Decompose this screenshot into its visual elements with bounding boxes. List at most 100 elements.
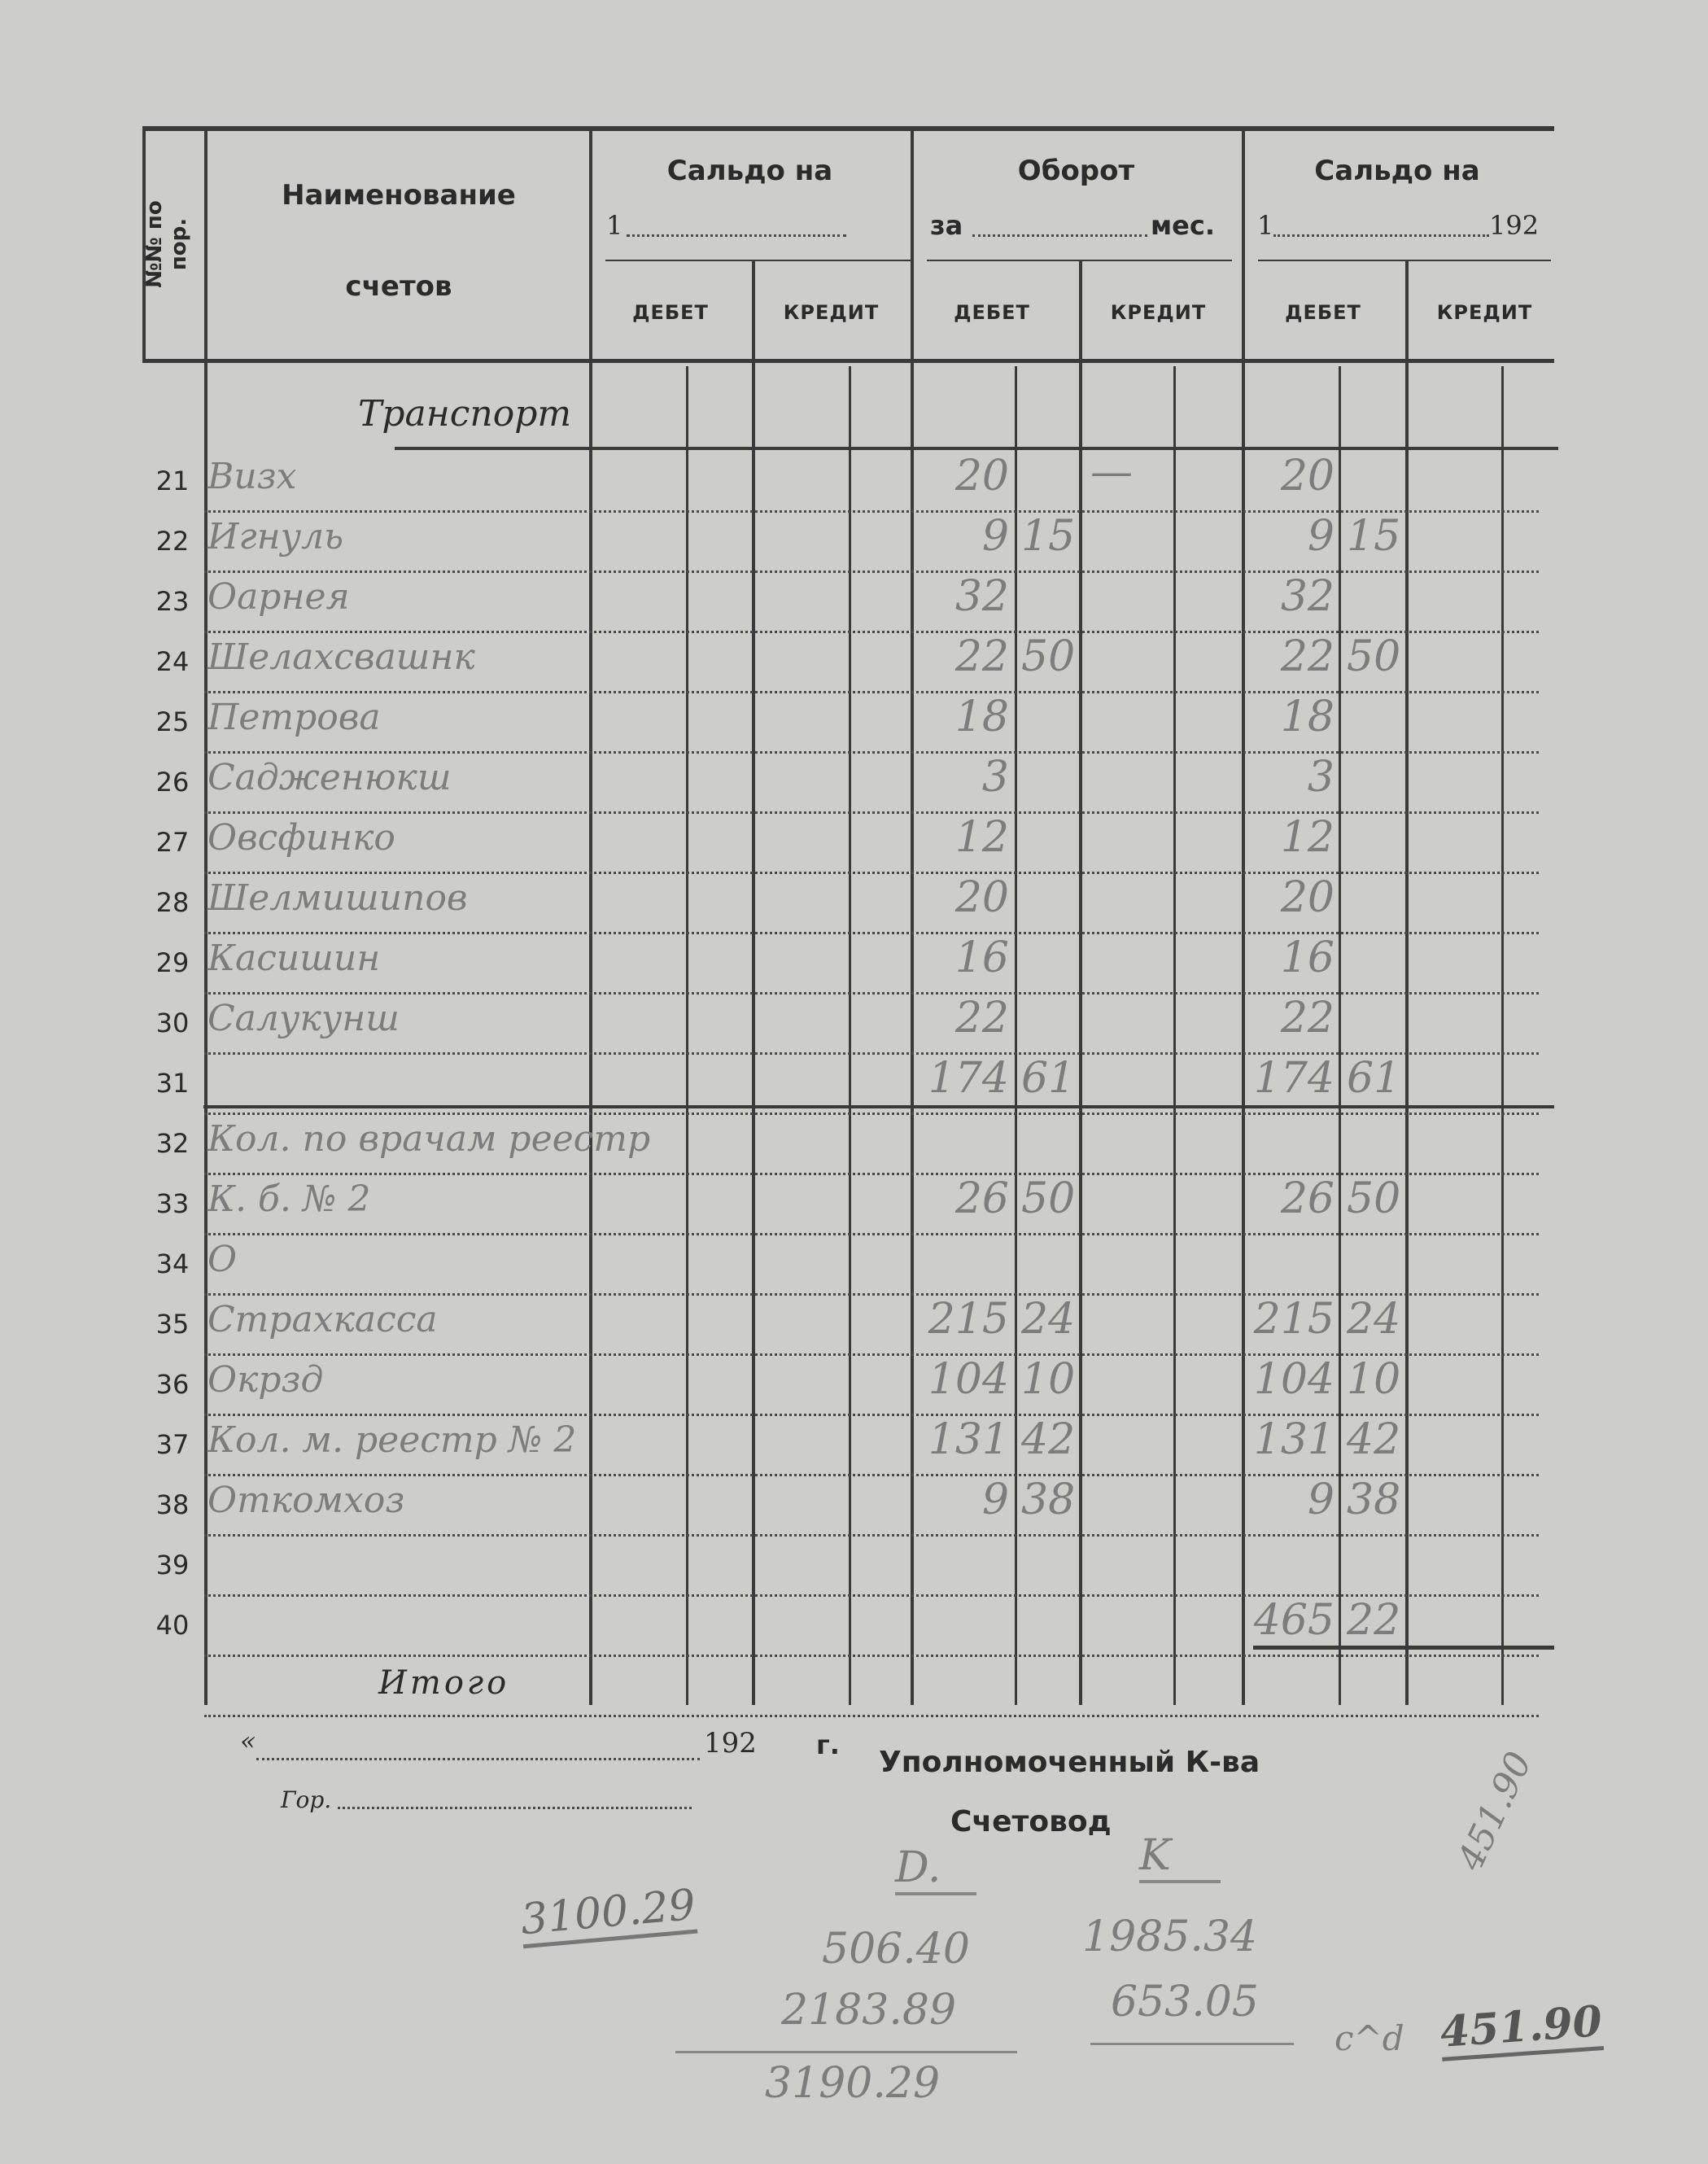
credit-column-header: КРЕДИТ xyxy=(1436,301,1533,324)
turnover-debit-kopecks: 50 xyxy=(1021,1174,1076,1223)
turnover-debit-rubles: 131 xyxy=(928,1415,1009,1464)
closing-debit-rubles: 18 xyxy=(1280,693,1335,741)
column-line xyxy=(1242,129,1245,1705)
turnover-debit-rubles: 215 xyxy=(928,1295,1009,1344)
turnover-debit-kopecks: 42 xyxy=(1021,1415,1076,1464)
note-k-label: K xyxy=(1139,1831,1221,1883)
row-number: 29 xyxy=(155,947,190,978)
account-name: Касишин xyxy=(207,938,381,979)
turnover-debit-rubles: 9 xyxy=(981,512,1009,561)
credit-column-header: КРЕДИТ xyxy=(783,301,880,324)
row-number: 31 xyxy=(155,1068,190,1099)
row-line xyxy=(204,1173,1539,1175)
row-number: 30 xyxy=(155,1008,190,1038)
closing-balance-title: Сальдо на xyxy=(1314,155,1480,187)
closing-debit-rubles: 22 xyxy=(1280,632,1335,681)
closing-debit-kopecks: 61 xyxy=(1347,1054,1401,1103)
row-number: 40 xyxy=(155,1610,190,1641)
closing-debit-rubles: 20 xyxy=(1280,873,1335,922)
turnover-debit-rubles: 104 xyxy=(928,1355,1009,1404)
note-d-value-1: 506.40 xyxy=(822,1925,970,1974)
note-saldo-label: с^d xyxy=(1335,2018,1404,2058)
column-line xyxy=(1339,366,1341,1705)
turnover-debit-rubles: 9 xyxy=(981,1475,1009,1524)
account-name: Шелмишипов xyxy=(207,877,468,919)
row-number: 26 xyxy=(155,767,190,798)
account-name: К. б. № 2 xyxy=(207,1178,371,1220)
authorized-label: Уполномоченный К-ва xyxy=(879,1746,1260,1779)
row-number: 28 xyxy=(155,887,190,918)
column-line xyxy=(1405,260,1409,1705)
account-name: Салукунш xyxy=(207,998,400,1039)
subheader-divider xyxy=(1258,260,1551,261)
turnover-debit-kopecks: 24 xyxy=(1021,1295,1076,1344)
row-line xyxy=(204,751,1539,754)
closing-balance-year: 192 xyxy=(1489,210,1540,241)
account-name: О xyxy=(207,1239,238,1280)
turnover-debit-rubles: 22 xyxy=(954,994,1009,1043)
name-header-line2: счетов xyxy=(345,270,452,303)
header-bottom-border xyxy=(142,359,1554,363)
row-number: 39 xyxy=(155,1550,190,1580)
account-name: Кол. по врачам реестр xyxy=(207,1118,651,1160)
row-number: 38 xyxy=(155,1489,190,1520)
row-line xyxy=(204,811,1539,814)
closing-debit-rubles: 465 xyxy=(1253,1596,1335,1645)
account-name: Оарнея xyxy=(207,576,350,618)
row-line xyxy=(204,510,1539,513)
closing-debit-rubles: 215 xyxy=(1253,1295,1335,1344)
closing-debit-kopecks: 50 xyxy=(1347,1174,1401,1223)
row-number: 32 xyxy=(155,1128,190,1159)
turnover-debit-kopecks: 10 xyxy=(1021,1355,1076,1404)
turnover-debit-rubles: 18 xyxy=(954,693,1009,741)
city-label: Гор. xyxy=(281,1786,332,1813)
closing-debit-rubles: 16 xyxy=(1280,933,1335,982)
closing-debit-kopecks: 10 xyxy=(1347,1355,1401,1404)
closing-debit-kopecks: 38 xyxy=(1347,1475,1401,1524)
turnover-debit-rubles: 12 xyxy=(954,813,1009,862)
closing-debit-rubles: 9 xyxy=(1307,512,1335,561)
closing-debit-rubles: 104 xyxy=(1253,1355,1335,1404)
column-line xyxy=(589,129,592,1705)
turnover-debit-rubles: 32 xyxy=(954,572,1009,621)
closing-debit-rubles: 26 xyxy=(1280,1174,1335,1223)
column-line xyxy=(1173,366,1176,1705)
account-name: Откомхоз xyxy=(207,1480,405,1521)
row-line xyxy=(204,1052,1539,1055)
credit-column-header: КРЕДИТ xyxy=(1110,301,1207,324)
debit-column-header: ДЕБЕТ xyxy=(954,301,1030,324)
row-line xyxy=(204,571,1539,573)
column-line xyxy=(1501,366,1504,1705)
turnover-debit-rubles: 20 xyxy=(954,873,1009,922)
row-number: 34 xyxy=(155,1248,190,1279)
row-line xyxy=(204,1353,1539,1356)
total-line xyxy=(1253,1646,1554,1650)
turnover-prefix: за xyxy=(930,210,963,241)
account-name: Садженюкш xyxy=(207,757,452,798)
column-line xyxy=(911,129,914,1705)
turnover-debit-rubles: 16 xyxy=(954,933,1009,982)
account-name: Окрзд xyxy=(207,1359,324,1401)
note-side-total: 451.90 xyxy=(1449,1745,1540,1878)
column-line xyxy=(686,366,688,1705)
section-underline xyxy=(395,447,1558,450)
total-label: Итого xyxy=(378,1664,510,1702)
note-d-value-2: 2183.89 xyxy=(781,1986,957,2035)
closing-balance-date: 1 xyxy=(1257,210,1274,241)
debit-column-header: ДЕБЕТ xyxy=(632,301,709,324)
row-number: 35 xyxy=(155,1309,190,1340)
closing-debit-rubles: 22 xyxy=(1280,994,1335,1043)
column-line xyxy=(752,260,755,1705)
turnover-debit-kopecks: 15 xyxy=(1021,512,1076,561)
note-k-value-2: 653.05 xyxy=(1111,1978,1259,2026)
closing-debit-rubles: 20 xyxy=(1280,452,1335,501)
turnover-debit-kopecks: 50 xyxy=(1021,632,1076,681)
closing-debit-rubles: 32 xyxy=(1280,572,1335,621)
row-number: 23 xyxy=(155,586,190,617)
row-line xyxy=(204,932,1539,934)
closing-debit-kopecks: 50 xyxy=(1347,632,1401,681)
turnover-suffix: мес. xyxy=(1151,210,1215,241)
row-line xyxy=(204,1534,1539,1537)
row-line xyxy=(204,631,1539,633)
